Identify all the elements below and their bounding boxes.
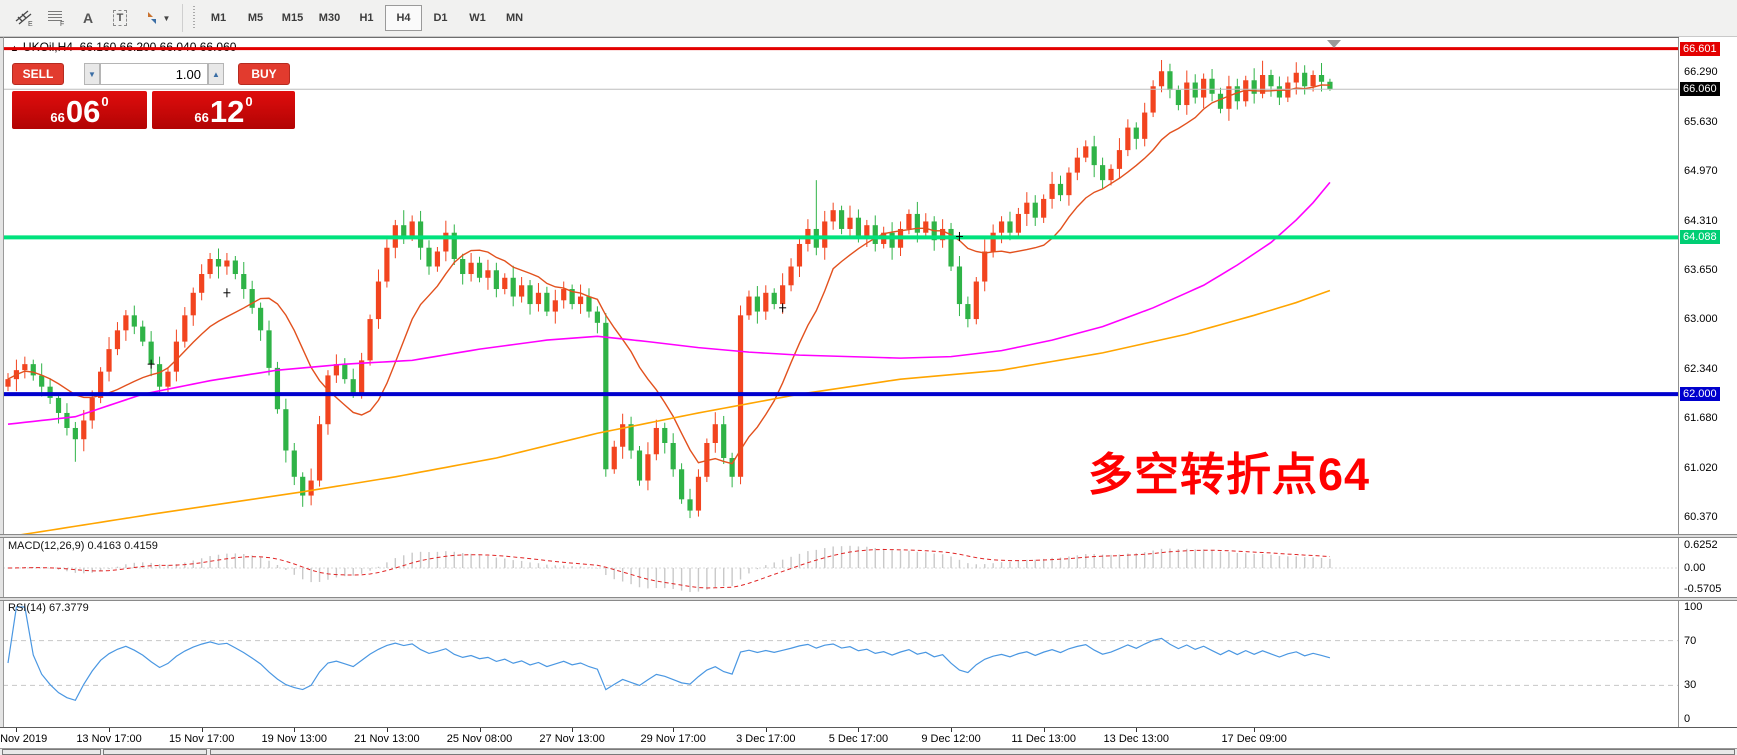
price-tick-label: 62.340 bbox=[1684, 362, 1718, 375]
rsi-label: RSI(14) 67.3779 bbox=[8, 602, 89, 614]
timeframe-button-m15[interactable]: M15 bbox=[281, 12, 304, 24]
macd-axis-label: -0.5705 bbox=[1684, 582, 1722, 595]
price-badge: 64.088 bbox=[1680, 230, 1720, 245]
time-axis-label: 5 Dec 17:00 bbox=[828, 733, 889, 745]
time-axis-tick bbox=[294, 728, 296, 732]
time-axis-tick bbox=[386, 728, 388, 732]
volume-decrease-button[interactable]: ▼ bbox=[84, 63, 100, 85]
rsi-axis-label: 100 bbox=[1684, 601, 1703, 613]
timeframe-button-w1[interactable]: W1 bbox=[469, 12, 486, 24]
toolbar: E F A T ▼ M1 M5 M15 M30 H1 H4 D1 W1 MN bbox=[0, 0, 1737, 37]
buy-button[interactable]: BUY bbox=[238, 63, 290, 85]
time-axis-tick bbox=[479, 728, 481, 732]
timeframe-button-m5[interactable]: M5 bbox=[247, 12, 264, 24]
time-axis-label: 13 Nov 17:00 bbox=[76, 733, 142, 745]
time-axis-tick bbox=[1254, 728, 1256, 732]
timeframe-group: M1 M5 M15 M30 H1 H4 D1 W1 MN bbox=[200, 5, 533, 31]
time-axis-label: 25 Nov 08:00 bbox=[446, 733, 513, 745]
chart-annotation-text: 多空转折点64 bbox=[1088, 449, 1371, 500]
price-tick-label: 63.000 bbox=[1684, 313, 1718, 326]
bid-big-figure: 66 bbox=[50, 110, 65, 125]
price-tick-label: 61.680 bbox=[1684, 412, 1718, 425]
rsi-axis-label: 0 bbox=[1684, 713, 1691, 725]
price-badge: 62.000 bbox=[1680, 387, 1720, 402]
fibonacci-icon[interactable]: F bbox=[41, 5, 71, 31]
sell-button[interactable]: SELL bbox=[12, 63, 64, 85]
price-tick-label: 66.290 bbox=[1684, 66, 1718, 78]
timeframe-button-h1[interactable]: H1 bbox=[359, 12, 374, 24]
time-axis-tick bbox=[858, 728, 860, 732]
volume-increase-button[interactable]: ▲ bbox=[208, 63, 224, 85]
price-axis: 66.290 65.630 64.970 64.310 63.650 63.000 62.3… bbox=[1679, 37, 1737, 748]
rsi-panel-separator[interactable] bbox=[0, 597, 1737, 601]
time-axis-tick bbox=[16, 728, 18, 732]
time-axis-label: 15 Nov 17:00 bbox=[168, 733, 235, 745]
ask-price-tile[interactable]: 66 12 0 bbox=[152, 91, 295, 129]
volume-field[interactable]: 1.00 bbox=[100, 63, 208, 85]
timeframe-button-h4[interactable]: H4 bbox=[385, 5, 422, 31]
time-axis-tick bbox=[572, 728, 574, 732]
time-axis-label: 17 Dec 09:00 bbox=[1221, 733, 1287, 745]
svg-text:E: E bbox=[28, 21, 33, 27]
shift-marker-icon bbox=[1327, 40, 1341, 48]
time-axis-tick bbox=[109, 728, 111, 732]
svg-text:F: F bbox=[60, 21, 64, 27]
window-tab[interactable] bbox=[2, 749, 101, 755]
price-tick-label: 61.020 bbox=[1684, 461, 1718, 474]
macd-label: MACD(12,26,9) 0.4163 0.4159 bbox=[8, 540, 158, 552]
window-tab[interactable] bbox=[103, 749, 207, 755]
text-label-icon[interactable]: T bbox=[105, 5, 135, 31]
text-icon[interactable]: A bbox=[82, 10, 94, 26]
bid-pips: 06 bbox=[65, 94, 101, 129]
toolbar-separator bbox=[182, 4, 183, 32]
timeframe-button-mn[interactable]: MN bbox=[505, 12, 524, 24]
price-tick-label: 65.630 bbox=[1684, 115, 1718, 128]
ohlc-values: 66.160 66.200 66.040 66.060 bbox=[79, 40, 237, 54]
time-axis-label: 27 Nov 13:00 bbox=[539, 733, 605, 745]
time-axis: 11 Nov 2019 13 Nov 17:00 15 Nov 17:00 19 No… bbox=[0, 727, 1737, 749]
macd-axis-label: 0.6252 bbox=[1684, 538, 1718, 551]
macd-panel-separator[interactable] bbox=[0, 534, 1737, 538]
time-axis-tick bbox=[951, 728, 953, 732]
time-axis-label: 19 Nov 13:00 bbox=[261, 733, 327, 745]
rsi-axis-label: 70 bbox=[1684, 634, 1697, 647]
time-axis-label: 13 Dec 13:00 bbox=[1103, 733, 1169, 745]
price-badge: 66.601 bbox=[1680, 41, 1720, 56]
price-tick-label: 63.650 bbox=[1684, 264, 1718, 277]
macd-axis-label: 0.00 bbox=[1684, 562, 1706, 574]
price-tick-label: 60.370 bbox=[1684, 510, 1718, 523]
time-axis-tick bbox=[1043, 728, 1045, 732]
bid-pipette: 0 bbox=[101, 94, 109, 109]
ask-pipette: 0 bbox=[245, 94, 253, 109]
price-badge: 66.060 bbox=[1680, 82, 1720, 97]
time-axis-label: 29 Nov 17:00 bbox=[640, 733, 706, 745]
time-axis-tick bbox=[765, 728, 767, 732]
time-axis-label: 9 Dec 12:00 bbox=[921, 733, 981, 745]
rsi-axis-label: 30 bbox=[1684, 679, 1697, 692]
timeframe-button-m1[interactable]: M1 bbox=[210, 12, 227, 24]
chart-symbol-title: ▲UKOil,H4 66.160 66.200 66.040 66.060 bbox=[10, 40, 236, 54]
price-tick-label: 64.970 bbox=[1684, 165, 1718, 178]
arrows-icon[interactable]: ▼ bbox=[137, 5, 177, 31]
timeframe-button-m30[interactable]: M30 bbox=[318, 12, 341, 24]
window-tab[interactable] bbox=[210, 749, 1735, 755]
time-axis-label: 11 Dec 13:00 bbox=[1011, 733, 1076, 745]
equidistant-channel-icon[interactable]: E bbox=[9, 5, 39, 31]
one-click-trading-panel: SELL ▼ 1.00 ▲ BUY 66 06 0 66 12 0 bbox=[12, 63, 295, 129]
time-axis-tick bbox=[1136, 728, 1138, 732]
bid-price-tile[interactable]: 66 06 0 bbox=[12, 91, 147, 129]
time-axis-tick bbox=[673, 728, 675, 732]
time-axis-label: 3 Dec 17:00 bbox=[736, 733, 796, 745]
time-axis-tick bbox=[201, 728, 203, 732]
time-axis-label: 11 Nov 2019 bbox=[0, 733, 48, 745]
timeframe-button-d1[interactable]: D1 bbox=[433, 12, 448, 24]
ask-big-figure: 66 bbox=[194, 110, 209, 125]
symbol-period-label: UKOil,H4 bbox=[22, 40, 73, 54]
ask-pips: 12 bbox=[209, 94, 245, 129]
price-tick-label: 64.310 bbox=[1684, 214, 1718, 227]
toolbar-grip[interactable] bbox=[191, 6, 196, 30]
time-axis-label: 21 Nov 13:00 bbox=[354, 733, 420, 745]
